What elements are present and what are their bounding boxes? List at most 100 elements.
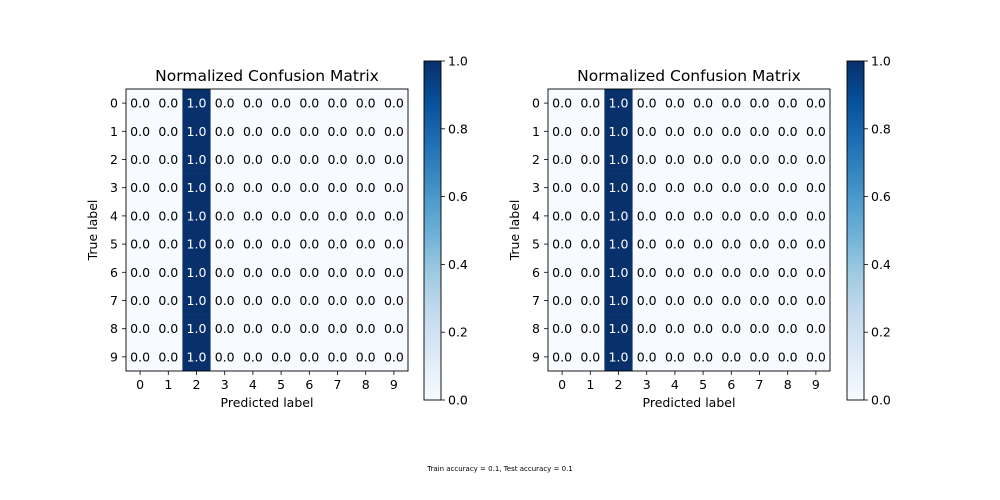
heatmap-cell-5-8 xyxy=(351,230,381,259)
heatmap-cell-1-1 xyxy=(154,117,183,146)
x-tick-label-6: 6 xyxy=(727,377,735,392)
cell-value-label-4-1: 0.0 xyxy=(158,208,178,223)
heatmap-cell-7-8 xyxy=(351,286,381,315)
heatmap-cell-2-5 xyxy=(267,145,296,174)
y-tick-label-6: 6 xyxy=(110,265,118,280)
heatmap-cell-4-5 xyxy=(267,201,296,231)
heatmap-cell-4-3 xyxy=(210,201,240,231)
heatmap-cell-8-1 xyxy=(576,314,605,344)
heatmap-cell-9-4 xyxy=(660,342,690,372)
cell-value-label-8-3: 0.0 xyxy=(637,321,657,336)
cell-value-label-2-4: 0.0 xyxy=(665,152,685,167)
heatmap-cell-7-6 xyxy=(717,286,746,315)
heatmap-cell-3-4 xyxy=(660,173,690,203)
heatmap-cell-0-6 xyxy=(295,89,324,118)
x-tick-label-2: 2 xyxy=(615,377,623,392)
cell-value-label-8-4: 0.0 xyxy=(243,321,263,336)
heatmap-cell-9-5 xyxy=(267,342,296,372)
cell-value-label-8-0: 0.0 xyxy=(130,321,150,336)
cell-value-label-5-6: 0.0 xyxy=(299,237,319,252)
heatmap-cell-4-2 xyxy=(182,201,211,231)
heatmap-cell-2-8 xyxy=(351,145,381,174)
cell-value-label-1-0: 0.0 xyxy=(552,124,572,139)
cell-value-label-1-9: 0.0 xyxy=(806,124,826,139)
heatmap-cell-9-4 xyxy=(238,342,268,372)
x-tick-label-7: 7 xyxy=(756,377,764,392)
heatmap-cell-4-3 xyxy=(632,201,662,231)
cell-value-label-6-5: 0.0 xyxy=(693,265,713,280)
cell-value-label-4-9: 0.0 xyxy=(806,208,826,223)
cell-value-label-6-8: 0.0 xyxy=(778,265,798,280)
colorbar-tick-label-4: 0.8 xyxy=(448,121,468,136)
heatmap-cell-1-5 xyxy=(267,117,296,146)
cell-value-label-3-3: 0.0 xyxy=(215,180,235,195)
heatmap-cell-2-3 xyxy=(210,145,240,174)
cell-value-label-2-0: 0.0 xyxy=(552,152,572,167)
heatmap-cell-3-3 xyxy=(632,173,662,203)
heatmap-cell-5-0 xyxy=(126,230,155,259)
cell-value-label-7-9: 0.0 xyxy=(806,293,826,308)
heatmap-cell-8-2 xyxy=(604,314,633,344)
cell-value-label-9-0: 0.0 xyxy=(552,349,572,364)
cell-value-label-5-2: 1.0 xyxy=(609,237,629,252)
heatmap-cell-4-2 xyxy=(604,201,633,231)
heatmap-cell-4-1 xyxy=(576,201,605,231)
cell-value-label-3-3: 0.0 xyxy=(637,180,657,195)
cell-value-label-8-4: 0.0 xyxy=(665,321,685,336)
y-tick-label-8: 8 xyxy=(110,321,118,336)
cell-value-label-0-1: 0.0 xyxy=(580,96,600,111)
heatmap-cell-6-5 xyxy=(267,258,296,287)
x-tick-label-8: 8 xyxy=(784,377,792,392)
heatmap-cell-0-3 xyxy=(632,89,662,118)
heatmap-cell-1-0 xyxy=(126,117,155,146)
heatmap-cell-8-1 xyxy=(154,314,183,344)
x-tick-label-5: 5 xyxy=(277,377,285,392)
cell-value-label-2-5: 0.0 xyxy=(693,152,713,167)
heatmap-cell-8-7 xyxy=(745,314,774,344)
cell-value-label-9-7: 0.0 xyxy=(328,349,348,364)
cell-value-label-0-2: 1.0 xyxy=(609,96,629,111)
cell-value-label-3-0: 0.0 xyxy=(552,180,572,195)
cell-value-label-7-7: 0.0 xyxy=(328,293,348,308)
cell-value-label-1-3: 0.0 xyxy=(215,124,235,139)
cell-value-label-7-2: 1.0 xyxy=(187,293,207,308)
cell-value-label-8-5: 0.0 xyxy=(693,321,713,336)
colorbar-tick-label-4: 0.8 xyxy=(871,121,891,136)
heatmap-cell-4-7 xyxy=(745,201,774,231)
heatmap-cell-1-4 xyxy=(238,117,268,146)
heatmap-cell-0-8 xyxy=(773,89,803,118)
heatmap-cell-4-8 xyxy=(773,201,803,231)
heatmap-cell-3-2 xyxy=(182,173,211,203)
heatmap-cell-2-7 xyxy=(745,145,774,174)
heatmap-cell-9-1 xyxy=(576,342,605,372)
heatmap-cell-5-9 xyxy=(801,230,831,259)
cell-value-label-7-3: 0.0 xyxy=(215,293,235,308)
cell-value-label-4-6: 0.0 xyxy=(299,208,319,223)
cell-value-label-1-2: 1.0 xyxy=(609,124,629,139)
cell-value-label-5-6: 0.0 xyxy=(721,237,741,252)
cell-value-label-7-6: 0.0 xyxy=(299,293,319,308)
y-tick-label-5: 5 xyxy=(110,237,118,252)
heatmap-cell-5-7 xyxy=(323,230,352,259)
cell-value-label-9-1: 0.0 xyxy=(158,349,178,364)
cell-value-label-0-5: 0.0 xyxy=(693,96,713,111)
cell-value-label-9-6: 0.0 xyxy=(299,349,319,364)
colorbar-tick-label-0: 0.0 xyxy=(448,393,468,408)
heatmap-cell-1-6 xyxy=(717,117,746,146)
cell-value-label-2-5: 0.0 xyxy=(271,152,291,167)
heatmap-cell-0-7 xyxy=(745,89,774,118)
heatmap-cell-5-0 xyxy=(548,230,577,259)
axes-frame xyxy=(125,88,409,372)
cell-value-label-4-5: 0.0 xyxy=(271,208,291,223)
heatmap-cell-2-7 xyxy=(323,145,352,174)
cell-value-label-4-0: 0.0 xyxy=(130,208,150,223)
cell-value-label-0-0: 0.0 xyxy=(130,96,150,111)
heatmap-cell-8-4 xyxy=(238,314,268,344)
cell-value-label-1-8: 0.0 xyxy=(356,124,376,139)
heatmap-cell-6-1 xyxy=(154,258,183,287)
cell-value-label-1-6: 0.0 xyxy=(299,124,319,139)
heatmap-cell-9-0 xyxy=(548,342,577,372)
heatmap-cell-6-4 xyxy=(238,258,268,287)
heatmap-cell-9-5 xyxy=(689,342,718,372)
cell-value-label-6-1: 0.0 xyxy=(158,265,178,280)
